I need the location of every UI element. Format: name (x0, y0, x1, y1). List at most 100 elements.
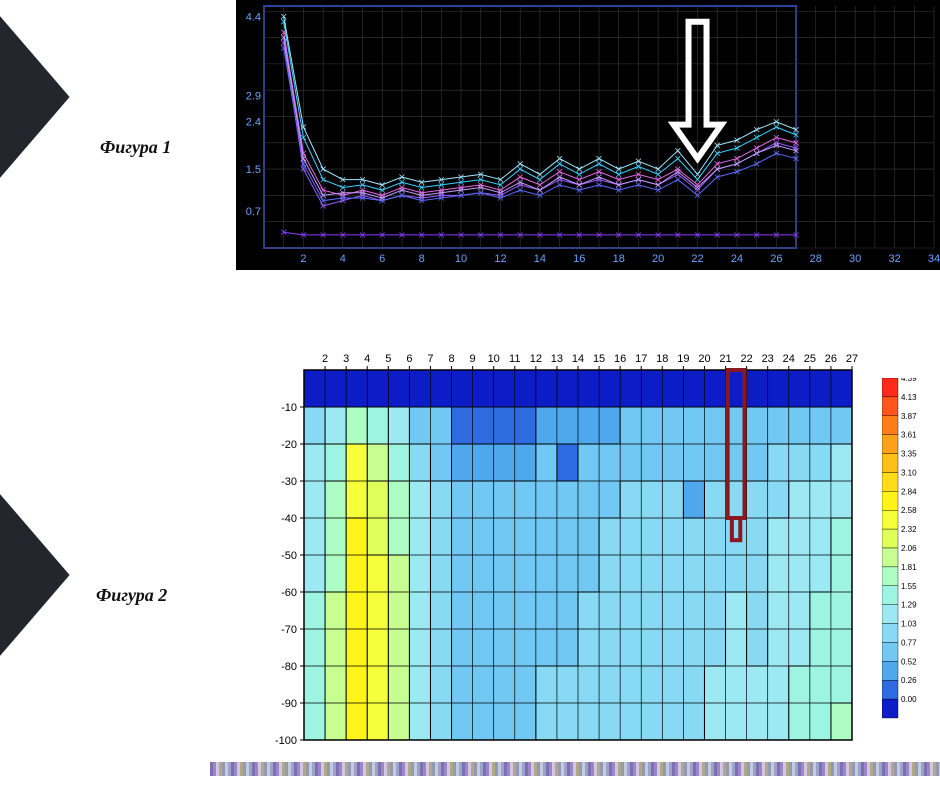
fig1-xtick: 32 (888, 253, 900, 265)
legend-value: 2.06 (901, 544, 917, 553)
fig2-ytick: -40 (281, 513, 297, 525)
legend-value: 0.77 (901, 638, 917, 647)
fig1-xtick: 12 (494, 253, 506, 265)
fig2-xtick: 9 (470, 353, 476, 365)
fig2-xtick: 19 (677, 353, 689, 365)
legend-value: 3.35 (901, 450, 917, 459)
noise-strip (210, 762, 940, 776)
legend-swatch (882, 624, 898, 643)
fig2-ytick: -30 (281, 476, 297, 488)
fig1-xtick: 4 (340, 253, 346, 265)
legend-swatch (882, 661, 898, 680)
legend-value: 1.29 (901, 601, 917, 610)
fig2-xtick: 18 (656, 353, 668, 365)
legend-value: 3.87 (901, 412, 917, 421)
fig2-xtick: 6 (406, 353, 412, 365)
fig1-xtick: 18 (613, 253, 625, 265)
figure1-chart: 2468101214161820222426283032340.71.52.42… (236, 0, 940, 270)
fig2-xtick: 13 (551, 353, 563, 365)
fig1-xtick: 14 (534, 253, 546, 265)
fig2-xtick: 16 (614, 353, 626, 365)
fig1-xtick: 16 (573, 253, 585, 265)
fig2-xtick: 27 (846, 353, 858, 365)
fig2-xtick: 15 (593, 353, 605, 365)
figure1-label: Фигура 1 (100, 137, 171, 158)
fig1-xtick: 2 (300, 253, 306, 265)
legend-swatch (882, 586, 898, 605)
fig1-xtick: 34 (928, 253, 940, 265)
fig2-xtick: 12 (530, 353, 542, 365)
fig1-ytick: 4.4 (246, 12, 261, 24)
legend-swatch (882, 548, 898, 567)
legend-value: 0.00 (901, 695, 917, 704)
fig2-xtick: 24 (783, 353, 795, 365)
fig1-xtick: 8 (419, 253, 425, 265)
legend-value: 2.32 (901, 525, 917, 534)
legend-swatch (882, 605, 898, 624)
figure2-legend: 4.39 4.13 3.87 3.61 3.35 3.10 2.84 2.58 2.32 2.06… (882, 378, 922, 718)
legend-swatch (882, 642, 898, 661)
legend-swatch (882, 397, 898, 416)
fig2-xtick: 7 (427, 353, 433, 365)
fig2-xtick: 5 (385, 353, 391, 365)
legend-value: 3.61 (901, 431, 917, 440)
fig2-xtick: 14 (572, 353, 584, 365)
fig1-xtick: 26 (770, 253, 782, 265)
fig1-ytick: 2.4 (246, 117, 261, 129)
legend-value: 3.10 (901, 468, 917, 477)
legend-value: 4.13 (901, 393, 917, 402)
legend-value: 1.81 (901, 563, 917, 572)
fig2-xtick: 23 (762, 353, 774, 365)
fig2-xtick: 17 (635, 353, 647, 365)
fig1-xtick: 6 (379, 253, 385, 265)
fig2-ytick: -100 (275, 735, 297, 747)
legend-swatch (882, 491, 898, 510)
page: Фигура 1 Фигура 2 2468101214161820222426… (0, 0, 940, 788)
fig2-ytick: -20 (281, 439, 297, 451)
fig1-ytick: 1.5 (246, 164, 261, 176)
legend-swatch (882, 699, 898, 718)
legend-swatch (882, 529, 898, 548)
legend-swatch (882, 472, 898, 491)
legend-swatch (882, 454, 898, 473)
fig2-ytick: -70 (281, 624, 297, 636)
fig1-ytick: 2.9 (246, 90, 261, 102)
legend-value: 2.58 (901, 506, 917, 515)
fig2-ytick: -90 (281, 698, 297, 710)
fig2-xtick: 26 (825, 353, 837, 365)
fig2-xtick: 2 (322, 353, 328, 365)
fig1-xtick: 28 (810, 253, 822, 265)
figure2-chart: 2345678910111213141516171819202122232425… (260, 348, 860, 748)
fig1-xtick: 22 (691, 253, 703, 265)
legend-swatch (882, 510, 898, 529)
legend-swatch (882, 416, 898, 435)
fig2-ytick: -50 (281, 550, 297, 562)
legend-value: 0.52 (901, 657, 917, 666)
chevron-decor-top (0, 12, 90, 182)
fig2-xtick: 20 (698, 353, 710, 365)
fig2-xtick: 21 (719, 353, 731, 365)
fig2-xtick: 4 (364, 353, 370, 365)
legend-swatch (882, 567, 898, 586)
fig2-xtick: 22 (740, 353, 752, 365)
fig1-ytick: 0.7 (246, 206, 261, 218)
figure2-label: Фигура 2 (96, 585, 167, 606)
legend-value: 4.39 (901, 378, 917, 383)
fig2-ytick: -10 (281, 402, 297, 414)
fig1-xtick: 10 (455, 253, 467, 265)
fig1-xtick: 20 (652, 253, 664, 265)
legend-swatch (882, 378, 898, 397)
fig2-xtick: 3 (343, 353, 349, 365)
fig2-ytick: -80 (281, 661, 297, 673)
fig2-xtick: 8 (448, 353, 454, 365)
legend-value: 1.03 (901, 620, 917, 629)
fig1-xtick: 24 (731, 253, 743, 265)
fig2-ytick: -60 (281, 587, 297, 599)
fig2-xtick: 11 (509, 353, 520, 365)
legend-value: 2.84 (901, 487, 917, 496)
fig1-xtick: 30 (849, 253, 861, 265)
legend-value: 1.55 (901, 582, 917, 591)
fig2-xtick: 10 (488, 353, 500, 365)
legend-swatch (882, 435, 898, 454)
legend-value: 0.26 (901, 676, 917, 685)
